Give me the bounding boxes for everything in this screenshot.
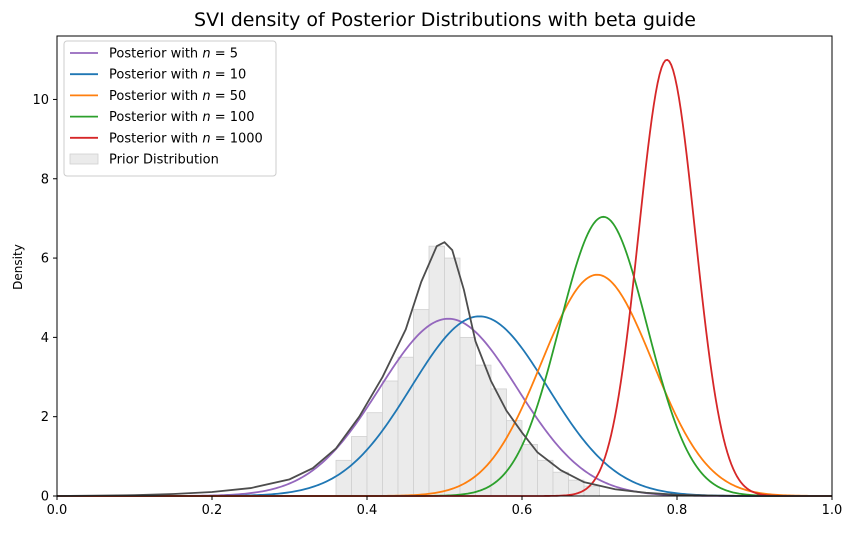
legend-label: Posterior with n = 1000 (109, 131, 263, 146)
y-tick-label: 4 (41, 331, 49, 346)
legend-item: Posterior with n = 10 (70, 68, 246, 83)
y-tick-label: 2 (41, 410, 49, 425)
prior-histogram-bar (397, 356, 414, 497)
legend-item: Posterior with n = 100 (70, 110, 255, 125)
y-tick-label: 0 (41, 490, 49, 505)
prior-histogram-bar (428, 245, 445, 497)
legend-label: Posterior with n = 5 (109, 47, 238, 62)
y-axis-label: Density (11, 244, 25, 290)
y-tick-label: 10 (32, 93, 49, 108)
legend: Posterior with n = 5 Posterior with n = 1… (63, 40, 277, 177)
axes-frame (56, 35, 833, 497)
x-tick-label: 0.4 (357, 503, 378, 518)
prior-histogram-bar (537, 459, 554, 497)
chart-title: SVI density of Posterior Distributions w… (194, 9, 696, 31)
legend-label: Posterior with n = 50 (109, 89, 246, 104)
prior-histogram-bar (366, 412, 383, 497)
legend-swatch (69, 153, 99, 165)
legend-item: Prior Distribution (69, 153, 219, 168)
prior-histogram-bar (552, 471, 569, 497)
x-tick-label: 1.0 (822, 503, 843, 518)
x-tick-label: 0.8 (667, 503, 688, 518)
prior-histogram-bar (521, 444, 538, 497)
prior-histogram-bar (583, 485, 600, 497)
prior-kde-curve (56, 241, 832, 497)
legend-item: Posterior with n = 1000 (70, 131, 263, 146)
x-tick-label: 0.2 (202, 503, 223, 518)
prior-histogram-bar (475, 364, 492, 497)
prior-histogram-bar (335, 459, 352, 497)
prior-histogram-bar (459, 336, 476, 497)
x-tick-label: 0.0 (47, 503, 68, 518)
prior-histogram-bar (506, 420, 523, 497)
y-tick-label: 8 (41, 172, 49, 187)
x-tick-label: 0.6 (512, 503, 533, 518)
prior-histogram-bar (382, 380, 399, 497)
prior-histogram-bar (444, 257, 461, 497)
prior-histogram-bar (351, 436, 368, 497)
legend-label: Posterior with n = 100 (109, 110, 255, 125)
legend-box (63, 40, 277, 177)
legend-label: Posterior with n = 10 (109, 68, 246, 83)
y-tick-label: 6 (41, 252, 49, 267)
legend-item: Posterior with n = 50 (70, 89, 246, 104)
legend-label: Prior Distribution (109, 153, 219, 168)
plot-area: 0.0 0.2 0.4 0.6 0.8 1.0 0 2 4 6 8 10 Posterior with … (32, 35, 843, 518)
legend-item: Posterior with n = 5 (70, 47, 238, 62)
